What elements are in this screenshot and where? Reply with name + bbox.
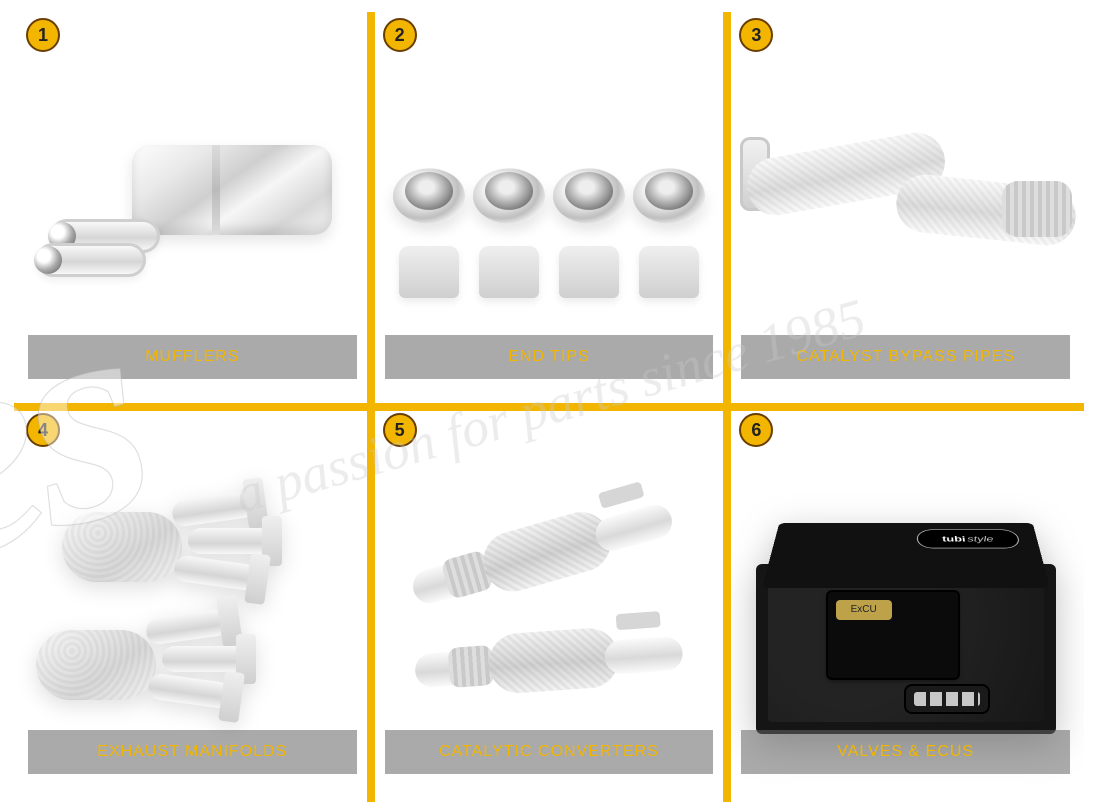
category-card-mufflers[interactable]: 1 MUFFLERS — [14, 6, 371, 401]
category-card-valves-ecus[interactable]: 6 tubistyle ExCU VALVES & ECUs — [727, 401, 1084, 796]
category-index-badge: 5 — [383, 413, 417, 447]
category-card-catalytic-converters[interactable]: 5 CATALYTIC CONVERTERS — [371, 401, 728, 796]
tubistyle-logo: tubistyle — [916, 529, 1020, 548]
category-index-badge: 1 — [26, 18, 60, 52]
category-card-exhaust-manifolds[interactable]: 4 EXHAUST MANIFOLDS — [14, 401, 371, 796]
category-card-end-tips[interactable]: 2 END TIPS — [371, 6, 728, 401]
grid-divider-horizontal — [14, 403, 1084, 411]
category-index-badge: 2 — [383, 18, 417, 52]
logo-text-suffix: style — [966, 534, 994, 543]
category-caption: EXHAUST MANIFOLDS — [28, 730, 357, 774]
category-grid: 1 MUFFLERS 2 END TIPS 3 — [14, 6, 1084, 796]
category-index-badge: 4 — [26, 413, 60, 447]
category-caption: MUFFLERS — [28, 335, 357, 379]
category-card-catalyst-bypass-pipes[interactable]: 3 CATALYST BYPASS PIPES — [727, 6, 1084, 401]
category-caption: END TIPS — [385, 335, 714, 379]
ecu-module-label: ExCU — [836, 600, 892, 620]
category-caption: VALVES & ECUs — [741, 730, 1070, 774]
category-caption: CATALYTIC CONVERTERS — [385, 730, 714, 774]
logo-text-main: tubi — [941, 534, 965, 543]
category-caption: CATALYST BYPASS PIPES — [741, 335, 1070, 379]
